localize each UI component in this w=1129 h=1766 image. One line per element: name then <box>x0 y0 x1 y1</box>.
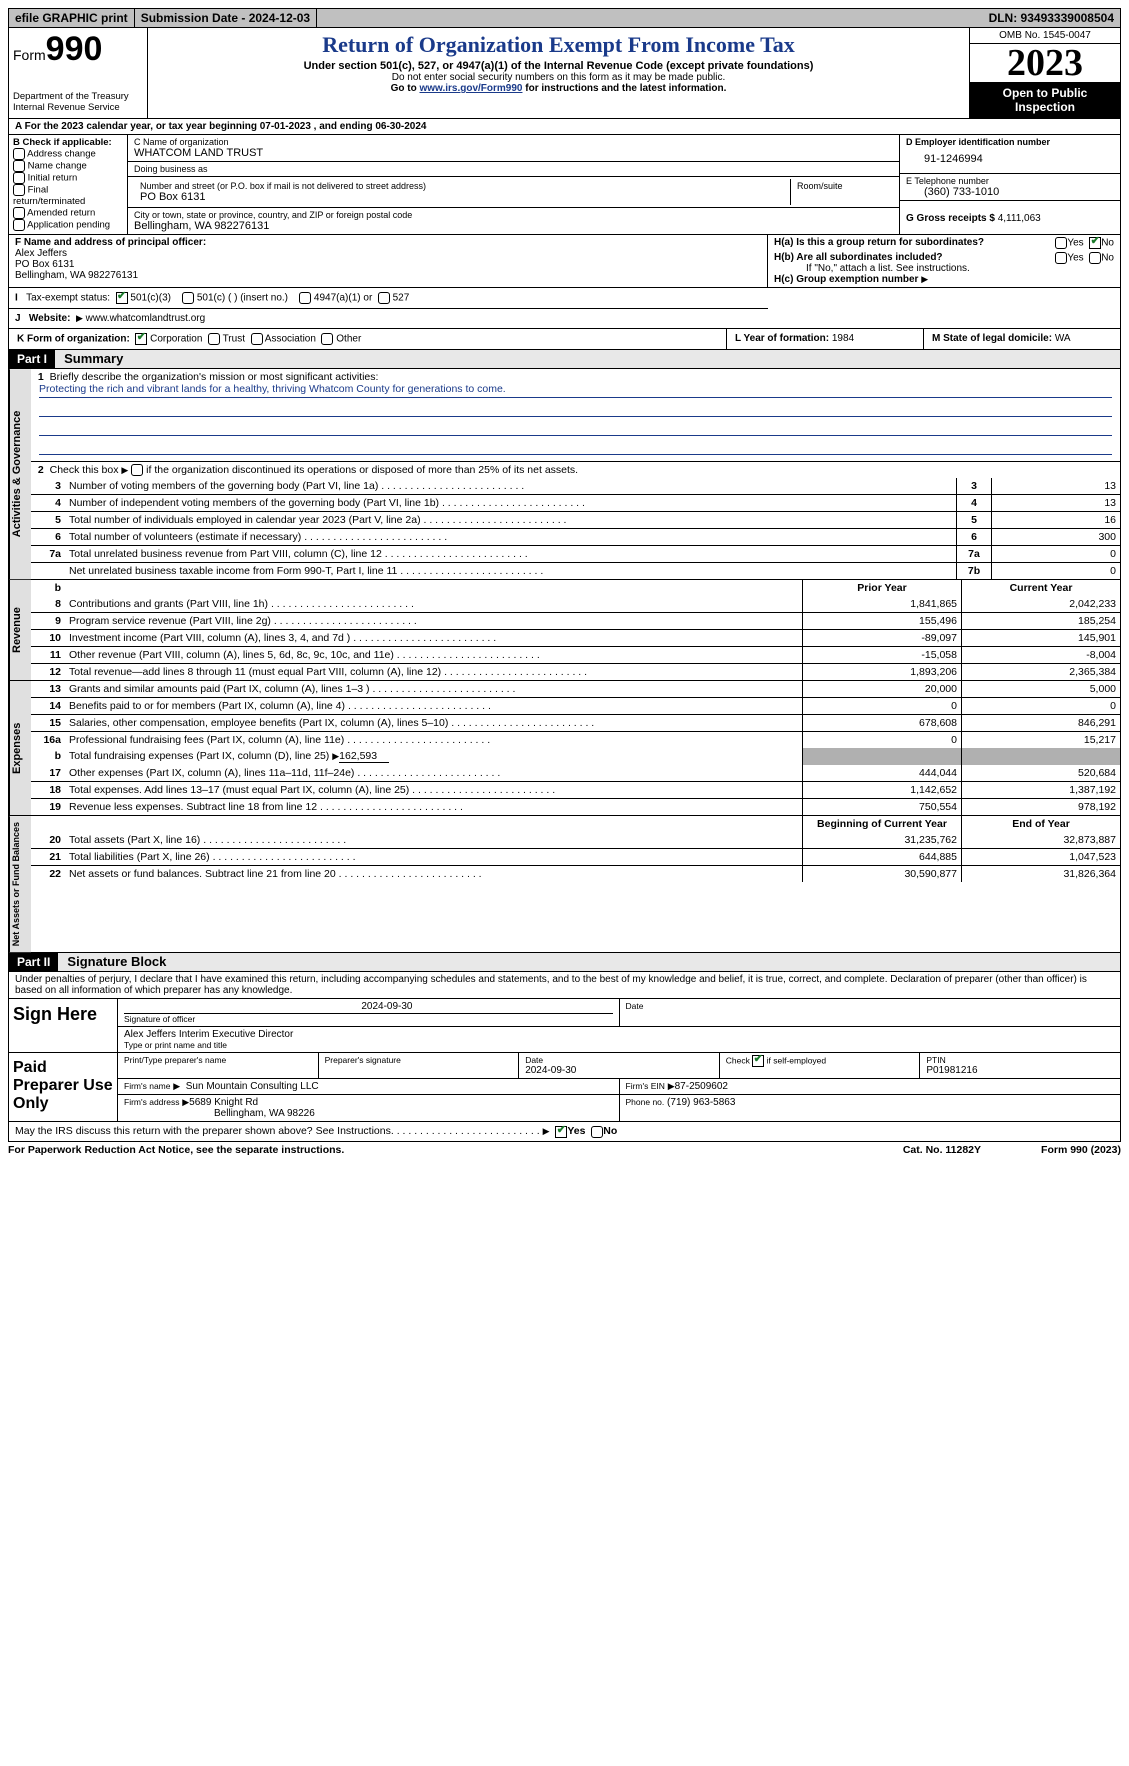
chk-4947[interactable] <box>299 292 311 304</box>
chk-discontinued[interactable] <box>131 464 143 476</box>
section-netassets: Net Assets or Fund Balances Beginning of… <box>8 816 1121 953</box>
chk-assoc[interactable] <box>251 333 263 345</box>
form-title: Return of Organization Exempt From Incom… <box>154 32 963 58</box>
section-bcd: B Check if applicable: Address change Na… <box>8 135 1121 235</box>
chk-501c3[interactable] <box>116 292 128 304</box>
gross-receipts: 4,111,063 <box>998 213 1041 224</box>
page-footer: For Paperwork Reduction Act Notice, see … <box>8 1142 1121 1156</box>
firm-ein: 87-2509602 <box>675 1081 728 1092</box>
netassets-table: 20Total assets (Part X, line 16)31,235,7… <box>31 832 1120 882</box>
org-name: WHATCOM LAND TRUST <box>134 147 893 159</box>
line-a: A For the 2023 calendar year, or tax yea… <box>8 119 1121 135</box>
efile-button[interactable]: efile GRAPHIC print <box>9 9 135 27</box>
form-header: Form990 Department of the Treasury Inter… <box>8 28 1121 119</box>
signature-block: Sign Here 2024-09-30 Signature of office… <box>8 999 1121 1122</box>
section-revenue: Revenue b Prior Year Current Year 8Contr… <box>8 580 1121 681</box>
chk-527[interactable] <box>378 292 390 304</box>
ha-yes[interactable] <box>1055 237 1067 249</box>
hb-yes[interactable] <box>1055 252 1067 264</box>
part2-header: Part II Signature Block <box>8 953 1121 972</box>
section-expenses: Expenses 13Grants and similar amounts pa… <box>8 681 1121 816</box>
ssn-note: Do not enter social security numbers on … <box>154 72 963 83</box>
chk-name[interactable]: Name change <box>13 160 123 172</box>
discuss-row: May the IRS discuss this return with the… <box>8 1122 1121 1141</box>
dept-label: Department of the Treasury Internal Reve… <box>13 91 143 113</box>
firm-addr: 5689 Knight Rd <box>189 1097 258 1108</box>
chk-initial[interactable]: Initial return <box>13 172 123 184</box>
officer-addr2: Bellingham, WA 982276131 <box>15 270 761 281</box>
chk-address[interactable]: Address change <box>13 148 123 160</box>
year-formation: 1984 <box>832 333 854 344</box>
discuss-no[interactable] <box>591 1126 603 1138</box>
chk-trust[interactable] <box>208 333 220 345</box>
row-fh: F Name and address of principal officer:… <box>8 235 1121 288</box>
chk-final[interactable]: Final return/terminated <box>13 184 123 207</box>
org-city: Bellingham, WA 982276131 <box>134 220 893 232</box>
firm-name: Sun Mountain Consulting LLC <box>186 1081 319 1092</box>
tax-year: 2023 <box>970 44 1120 82</box>
revenue-header: b Prior Year Current Year <box>31 580 1120 596</box>
chk-other[interactable] <box>321 333 333 345</box>
website[interactable]: www.whatcomlandtrust.org <box>86 313 206 324</box>
form-subtitle: Under section 501(c), 527, or 4947(a)(1)… <box>154 60 963 72</box>
row-ij: I Tax-exempt status: 501(c)(3) 501(c) ( … <box>8 288 1121 329</box>
officer-addr1: PO Box 6131 <box>15 259 761 270</box>
na-header: Beginning of Current Year End of Year <box>31 816 1120 832</box>
domicile-state: WA <box>1055 333 1071 344</box>
submission-date: Submission Date - 2024-12-03 <box>135 9 317 27</box>
officer-name: Alex Jeffers <box>15 248 761 259</box>
telephone: (360) 733-1010 <box>906 186 1114 198</box>
discuss-yes[interactable] <box>555 1126 567 1138</box>
ha-no[interactable] <box>1089 237 1101 249</box>
top-toolbar: efile GRAPHIC print Submission Date - 20… <box>8 8 1121 28</box>
revenue-table: 8Contributions and grants (Part VIII, li… <box>31 596 1120 680</box>
row-klm: K Form of organization: Corporation Trus… <box>8 329 1121 350</box>
irs-link[interactable]: www.irs.gov/Form990 <box>419 83 522 94</box>
chk-selfemployed[interactable] <box>752 1055 764 1067</box>
governance-table: 3Number of voting members of the governi… <box>31 478 1120 579</box>
expenses-table2: 17Other expenses (Part IX, column (A), l… <box>31 765 1120 815</box>
chk-amended[interactable]: Amended return <box>13 207 123 219</box>
mission-text: Protecting the rich and vibrant lands fo… <box>39 383 1112 398</box>
form-number: Form990 <box>13 30 143 69</box>
ein: 91-1246994 <box>906 147 1114 171</box>
part1-header: Part I Summary <box>8 350 1121 369</box>
perjury-text: Under penalties of perjury, I declare th… <box>8 972 1121 999</box>
hb-no[interactable] <box>1089 252 1101 264</box>
chk-pending[interactable]: Application pending <box>13 219 123 231</box>
firm-phone: (719) 963-5863 <box>667 1097 735 1108</box>
ptin: P01981216 <box>926 1065 1114 1076</box>
chk-corp[interactable] <box>135 333 147 345</box>
chk-501c[interactable] <box>182 292 194 304</box>
dln-label: DLN: 93493339008504 <box>983 9 1120 27</box>
expenses-table: 13Grants and similar amounts paid (Part … <box>31 681 1120 748</box>
public-inspection: Open to Public Inspection <box>970 82 1120 118</box>
section-governance: Activities & Governance 1 Briefly descri… <box>8 369 1121 580</box>
org-street: PO Box 6131 <box>140 191 784 203</box>
box-b-title: B Check if applicable: <box>13 137 123 148</box>
officer-signature-name: Alex Jeffers Interim Executive Director <box>124 1029 1114 1040</box>
